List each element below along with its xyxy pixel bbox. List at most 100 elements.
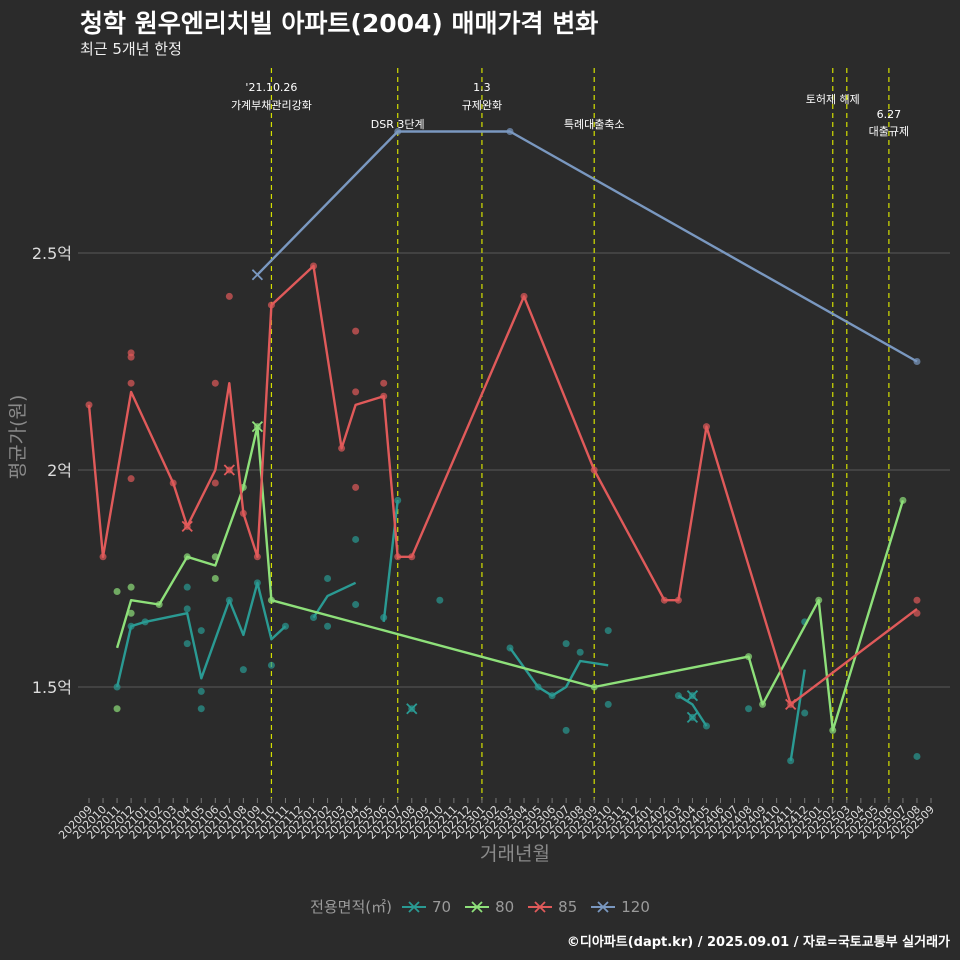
data-point bbox=[352, 535, 360, 543]
data-point bbox=[211, 479, 219, 487]
chart-subtitle: 최근 5개년 한정 bbox=[80, 40, 182, 58]
x-axis-title: 거래년월 bbox=[480, 843, 550, 865]
cross-marker bbox=[406, 703, 418, 715]
data-point bbox=[352, 388, 360, 396]
legend-label: 85 bbox=[558, 897, 578, 916]
data-point bbox=[352, 601, 360, 609]
data-point bbox=[211, 575, 219, 582]
legend-label: 80 bbox=[495, 897, 515, 916]
data-point bbox=[127, 609, 135, 617]
legend-item-80: 80 bbox=[465, 898, 514, 916]
data-point bbox=[197, 687, 205, 695]
legend-key-cross bbox=[597, 900, 609, 913]
cross-marker bbox=[251, 269, 264, 281]
grid-layer bbox=[78, 252, 950, 688]
data-point bbox=[576, 648, 584, 656]
series-line bbox=[115, 581, 287, 688]
data-point bbox=[197, 627, 205, 635]
event-label: 1.3 bbox=[473, 81, 491, 94]
y-tick-label: 1.5억 bbox=[32, 678, 72, 697]
legend-key bbox=[528, 900, 553, 913]
series-line bbox=[509, 647, 609, 697]
series-120 bbox=[251, 127, 921, 365]
legend-key bbox=[401, 900, 426, 913]
legend-key bbox=[465, 900, 490, 913]
event-label: 대출규제 bbox=[869, 125, 909, 138]
series-line bbox=[382, 500, 399, 623]
data-point bbox=[197, 705, 205, 713]
series-line bbox=[789, 669, 806, 761]
legend-key bbox=[591, 900, 616, 913]
cross-marker bbox=[686, 711, 699, 724]
series-70 bbox=[113, 496, 921, 765]
series-80 bbox=[113, 420, 907, 734]
series-layer bbox=[85, 127, 921, 765]
y-tick-label: 2억 bbox=[47, 461, 72, 480]
data-point bbox=[352, 483, 360, 491]
data-point bbox=[127, 379, 135, 387]
data-point bbox=[113, 683, 121, 691]
data-point bbox=[113, 588, 121, 596]
event-label: 규제완화 bbox=[462, 99, 502, 112]
data-point bbox=[113, 705, 121, 713]
series-85 bbox=[85, 262, 921, 710]
cross-marker bbox=[181, 520, 193, 533]
data-point bbox=[801, 709, 809, 717]
legend-item-120: 120 bbox=[591, 898, 650, 916]
legend-label: 120 bbox=[621, 897, 650, 916]
data-point bbox=[324, 622, 332, 630]
data-point bbox=[745, 705, 753, 713]
chart-title: 청학 원우엔리치빌 아파트(2004) 매매가격 변화 bbox=[80, 9, 599, 38]
data-point bbox=[183, 605, 191, 613]
data-point bbox=[127, 475, 135, 483]
legend: 전용면적(㎡) 70 80 85 120 bbox=[0, 896, 960, 917]
data-point bbox=[183, 640, 191, 648]
cross-marker bbox=[223, 464, 235, 476]
y-axis-title: 평균가(원) bbox=[7, 395, 29, 480]
data-point bbox=[436, 596, 444, 604]
data-point bbox=[913, 596, 921, 604]
caption: ©디아파트(dapt.kr) / 2025.09.01 / 자료=국토교통부 실… bbox=[566, 935, 950, 950]
cross-marker bbox=[785, 698, 797, 710]
event-label: 가계부채관리강화 bbox=[231, 99, 312, 112]
event-label: 6.27 bbox=[877, 108, 902, 121]
legend-key-cross bbox=[408, 900, 420, 913]
event-label: '21.10.26 bbox=[245, 81, 297, 94]
data-point bbox=[604, 627, 612, 635]
data-point bbox=[394, 496, 402, 504]
data-point bbox=[183, 583, 191, 591]
series-line bbox=[312, 581, 357, 619]
series-line bbox=[256, 130, 918, 363]
data-point bbox=[913, 752, 921, 760]
series-line bbox=[115, 425, 905, 732]
data-point bbox=[562, 726, 570, 734]
data-point bbox=[267, 661, 275, 669]
data-point bbox=[127, 353, 135, 361]
cross-marker bbox=[686, 690, 699, 702]
legend-key-cross bbox=[534, 900, 546, 913]
y-tick-label: 2.5억 bbox=[32, 244, 72, 263]
data-point bbox=[211, 379, 219, 387]
legend-item-85: 85 bbox=[528, 898, 577, 916]
series-line bbox=[87, 264, 918, 706]
data-point bbox=[380, 379, 388, 387]
cross-marker bbox=[251, 420, 264, 433]
event-label: 토허제 해제 bbox=[806, 92, 860, 106]
data-point bbox=[239, 666, 247, 674]
data-point bbox=[324, 575, 332, 582]
series-line bbox=[677, 694, 708, 727]
data-point bbox=[225, 292, 233, 300]
data-point bbox=[127, 583, 135, 591]
event-label: DSR 3단계 bbox=[371, 118, 425, 131]
data-point bbox=[352, 327, 360, 335]
data-point bbox=[604, 700, 612, 708]
axis-layer: 1.5억2억2.5억202009202010202011202012202101… bbox=[32, 244, 937, 842]
data-point bbox=[562, 640, 570, 648]
legend-title: 전용면적(㎡) bbox=[310, 898, 392, 916]
event-label: 특례대출축소 bbox=[564, 118, 625, 131]
legend-label: 70 bbox=[431, 897, 452, 916]
legend-item-70: 70 bbox=[401, 897, 452, 916]
legend-key-cross bbox=[471, 900, 483, 913]
